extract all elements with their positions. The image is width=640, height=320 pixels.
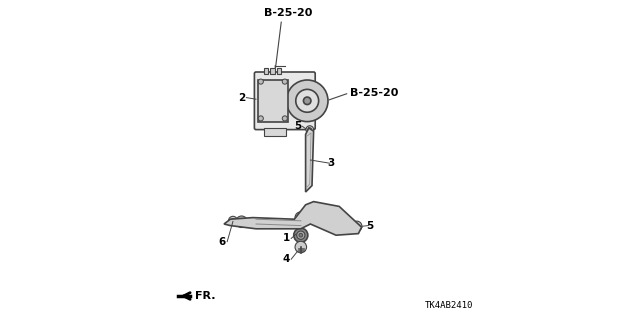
Circle shape — [231, 219, 236, 223]
Text: FR.: FR. — [195, 291, 216, 301]
Circle shape — [352, 221, 362, 231]
Circle shape — [239, 219, 244, 225]
Circle shape — [287, 80, 328, 122]
Bar — [270, 68, 275, 74]
Polygon shape — [224, 202, 362, 235]
Circle shape — [296, 89, 319, 112]
Circle shape — [343, 220, 349, 225]
Bar — [258, 80, 287, 122]
Circle shape — [308, 128, 312, 132]
Text: 6: 6 — [219, 236, 226, 247]
Text: 1: 1 — [283, 233, 290, 244]
Circle shape — [297, 231, 305, 239]
Circle shape — [294, 228, 308, 242]
Circle shape — [295, 212, 307, 223]
FancyBboxPatch shape — [254, 72, 315, 130]
Bar — [277, 68, 282, 74]
Text: TK4AB2410: TK4AB2410 — [425, 301, 474, 310]
Circle shape — [236, 216, 248, 228]
Text: B-25-20: B-25-20 — [351, 88, 399, 98]
Circle shape — [228, 216, 237, 225]
Circle shape — [303, 97, 311, 105]
Circle shape — [282, 116, 287, 121]
Circle shape — [299, 233, 303, 237]
Circle shape — [259, 79, 264, 84]
Text: 4: 4 — [283, 254, 290, 264]
Text: B-25-20: B-25-20 — [264, 8, 312, 18]
Bar — [264, 128, 287, 136]
Bar — [264, 68, 269, 74]
Circle shape — [340, 217, 351, 228]
Circle shape — [306, 126, 314, 133]
Text: 5: 5 — [294, 121, 301, 132]
Circle shape — [259, 116, 264, 121]
Text: 2: 2 — [238, 92, 245, 103]
Text: 3: 3 — [328, 158, 335, 168]
Circle shape — [282, 79, 287, 84]
Circle shape — [295, 241, 307, 253]
Circle shape — [355, 224, 360, 229]
Text: 5: 5 — [366, 220, 373, 231]
Polygon shape — [306, 128, 314, 192]
Circle shape — [298, 215, 304, 220]
